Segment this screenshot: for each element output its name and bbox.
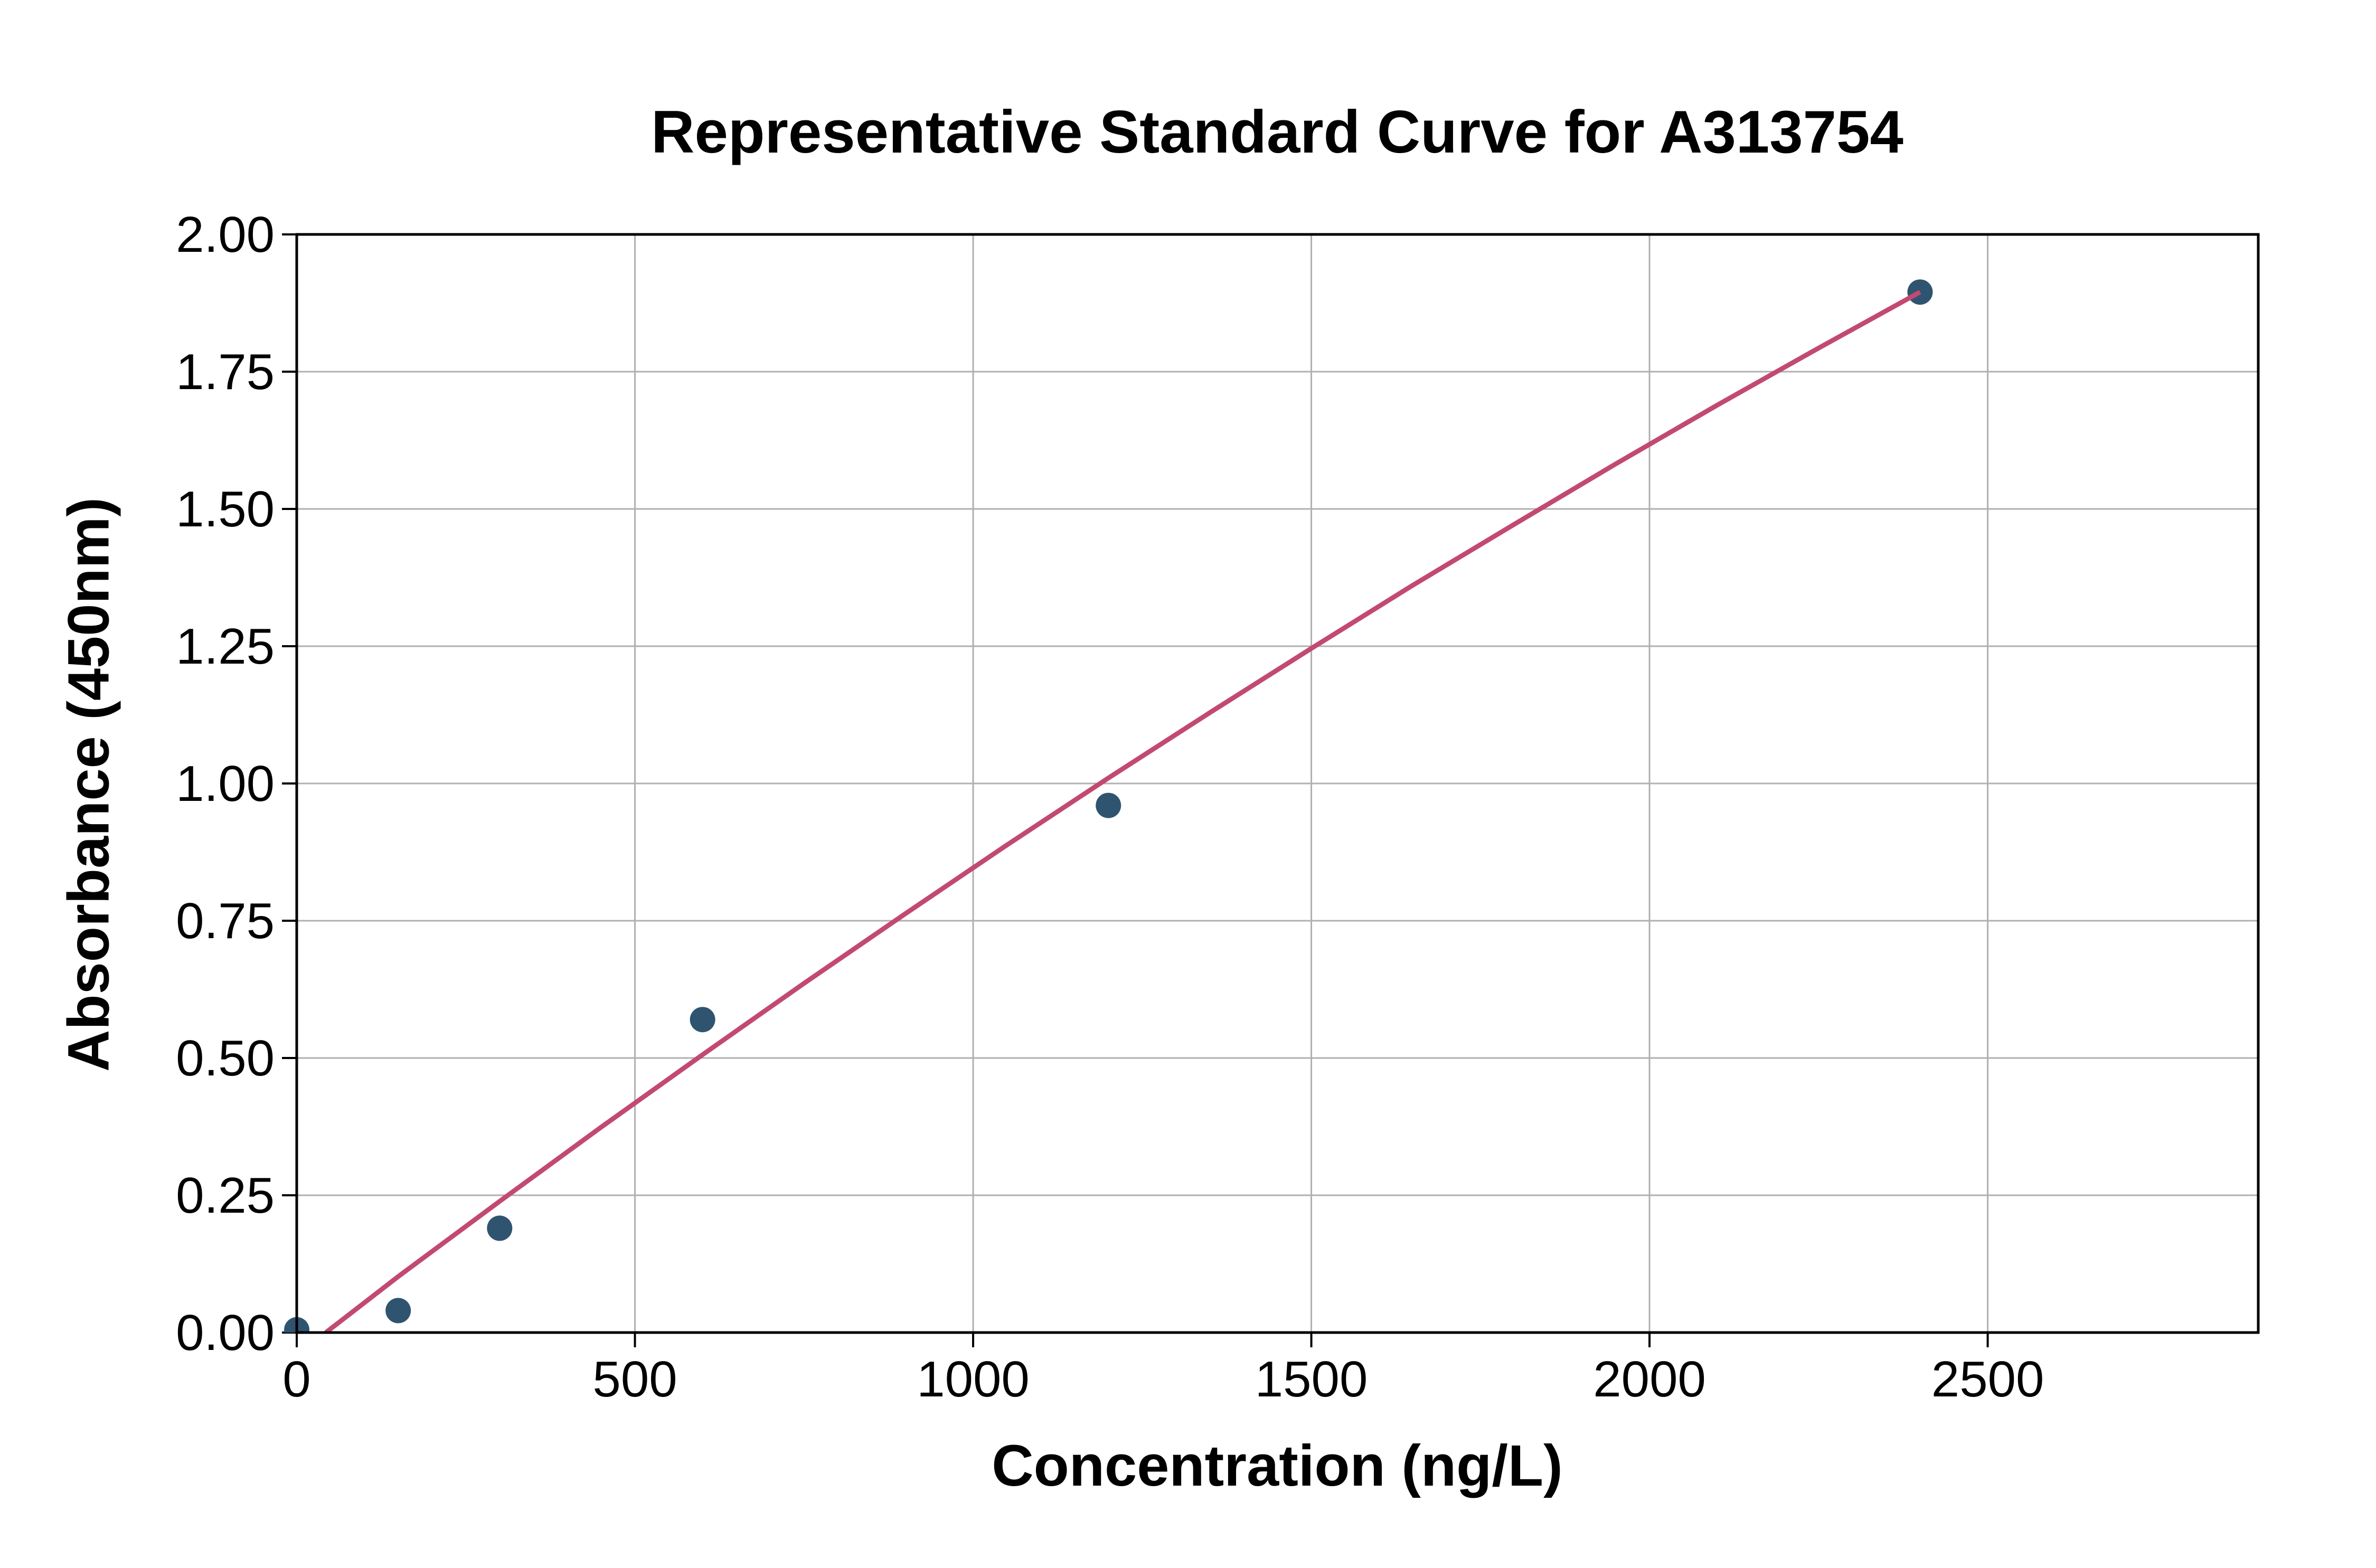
x-tick-label: 1500	[1255, 1351, 1368, 1408]
plot-border	[295, 233, 2260, 1334]
data-point	[1096, 792, 1121, 818]
y-tick-label: 1.50	[176, 481, 275, 537]
y-tick-label: 1.75	[176, 344, 275, 400]
chart-title: Representative Standard Curve for A31375…	[651, 99, 1903, 166]
fit-curve-group	[324, 290, 1921, 1333]
y-tick-label: 0.50	[176, 1030, 275, 1087]
x-tick-label: 2000	[1593, 1351, 1706, 1408]
y-tick-label: 2.00	[176, 206, 275, 263]
data-point	[385, 1298, 411, 1324]
fit-curve-line	[324, 290, 1921, 1333]
data-point	[487, 1215, 513, 1241]
x-tick-label: 500	[592, 1351, 677, 1408]
gridlines	[296, 233, 2258, 1334]
y-tick-label: 1.25	[176, 618, 275, 675]
y-tick-label: 0.00	[176, 1305, 275, 1361]
data-point	[690, 1007, 715, 1033]
x-axis-label: Concentration (ng/L)	[992, 1433, 1563, 1498]
y-tick-label: 1.00	[176, 755, 275, 812]
x-tick-label: 2500	[1931, 1351, 2044, 1408]
y-tick-label: 0.75	[176, 893, 275, 949]
scatter-points-group	[284, 279, 1933, 1333]
y-tick-label: 0.25	[176, 1167, 275, 1224]
x-tick-label: 0	[282, 1351, 310, 1408]
y-tick-labels: 0.00 0.25 0.50 0.75 1.00 1.25 1.50 1.75 2.00	[176, 206, 275, 1361]
y-axis-label: Absorbance (450nm)	[56, 497, 121, 1072]
x-tick-label: 1000	[917, 1351, 1030, 1408]
axis-tick-marks	[282, 233, 1989, 1347]
x-tick-labels: 0 500 1000 1500 2000 2500	[282, 1351, 2044, 1408]
